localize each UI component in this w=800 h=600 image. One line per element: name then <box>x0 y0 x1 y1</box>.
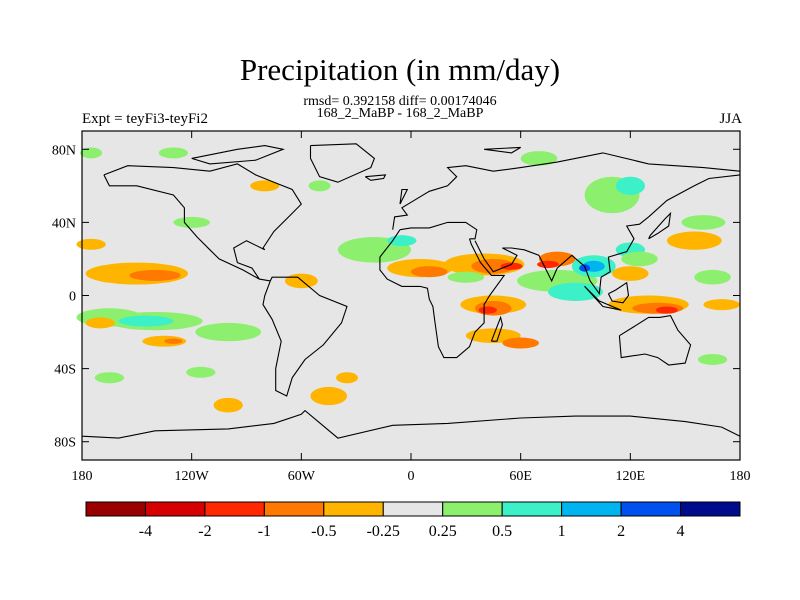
y-tick-label: 80S <box>54 436 76 451</box>
anomaly-region <box>213 397 243 413</box>
y-axis-labels: 80N 40N 0 40S 80S <box>52 143 76 450</box>
axis-ticks <box>81 131 741 460</box>
coastline-segment <box>191 145 286 165</box>
y-tick-label: 80N <box>52 143 76 158</box>
anomaly-region <box>129 269 181 281</box>
anomaly-region <box>502 337 539 349</box>
coastlines <box>81 143 741 439</box>
coastline-segment <box>607 281 630 304</box>
anomaly-region <box>173 216 210 228</box>
x-tick-label: 60W <box>288 469 316 484</box>
stats-line: rmsd= 0.392158 diff= 0.00174046 <box>303 94 497 109</box>
anomaly-region <box>411 266 448 278</box>
coastline-segment <box>584 286 622 311</box>
colorbar-swatch <box>561 501 622 517</box>
experiment-label: Expt = teyFi3-teyFi2 <box>82 111 208 127</box>
colorbar-swatch <box>85 501 146 517</box>
anomaly-region <box>387 235 417 247</box>
coastline-segment <box>399 221 478 240</box>
colorbar-label: -0.25 <box>367 523 400 540</box>
anomaly-region <box>310 386 348 406</box>
anomaly-region <box>579 264 591 272</box>
anomaly-region <box>195 322 262 342</box>
x-tick-label: 120W <box>175 469 210 484</box>
colorbar-label: -4 <box>139 523 152 540</box>
anomaly-region <box>250 180 280 192</box>
x-tick-label: 180 <box>730 469 751 484</box>
anomaly-region <box>85 317 115 329</box>
anomaly-region <box>158 147 189 159</box>
anomaly-region <box>621 251 658 267</box>
x-tick-label: 120E <box>616 469 646 484</box>
coastline-segment <box>648 211 672 240</box>
anomaly-region <box>681 215 726 230</box>
coastline-segment <box>474 174 741 296</box>
anomaly-contours <box>76 147 740 413</box>
anomaly-region <box>94 372 125 384</box>
anomaly-region <box>164 338 183 344</box>
coastline-segment <box>379 229 506 359</box>
colorbar-labels: -4 -2 -1 -0.5 -0.25 0.25 0.5 1 2 4 <box>139 523 685 540</box>
x-axis-labels: 180 120W 60W 0 60E 120E 180 <box>72 469 751 484</box>
anomaly-region <box>80 147 103 159</box>
anomaly-region <box>548 282 603 301</box>
coastline-segment <box>392 152 741 230</box>
colorbar-label: -2 <box>198 523 211 540</box>
y-tick-label: 40S <box>54 363 76 378</box>
anomaly-region <box>118 315 174 327</box>
colorbar-label: 4 <box>677 523 685 540</box>
anomaly-region <box>697 353 728 365</box>
colorbar-swatch <box>263 501 325 517</box>
coastline-segment <box>399 188 409 205</box>
colorbar-label: -0.5 <box>311 523 336 540</box>
colorbar-swatch <box>144 501 206 517</box>
coastline-segment <box>81 409 741 439</box>
colorbar-label: 0.5 <box>492 523 512 540</box>
colorbar-label: 0.25 <box>429 523 457 540</box>
colorbar-swatch <box>204 501 265 517</box>
colorbar-label: -1 <box>258 523 271 540</box>
anomaly-region <box>666 231 722 250</box>
colorbar-swatch <box>323 501 384 517</box>
x-tick-label: 0 <box>408 469 415 484</box>
subtitle: 168_2_MaBP - 168_2_MaBP <box>316 106 484 121</box>
anomaly-region <box>615 176 645 195</box>
anomaly-region <box>308 180 331 192</box>
colorbar-label: 2 <box>617 523 625 540</box>
x-tick-label: 180 <box>72 469 93 484</box>
coastline-segment <box>484 146 521 154</box>
colorbar-swatch <box>382 501 444 517</box>
y-tick-label: 40N <box>52 216 76 231</box>
colorbar-swatch <box>501 501 563 517</box>
coastline-segment <box>103 163 348 397</box>
colorbar-swatch <box>442 501 503 517</box>
anomaly-region <box>612 266 649 281</box>
colorbar <box>85 501 741 517</box>
anomaly-region <box>520 151 558 166</box>
coastline-segment <box>490 315 503 342</box>
anomaly-region <box>76 238 106 250</box>
anomaly-region <box>471 258 516 274</box>
colorbar-swatch <box>680 501 741 517</box>
anomaly-region <box>537 260 560 269</box>
anomaly-region <box>336 372 358 384</box>
anomaly-region <box>703 299 740 311</box>
y-tick-label: 0 <box>69 290 76 305</box>
colorbar-label: 1 <box>558 523 566 540</box>
anomaly-region <box>447 271 485 283</box>
anomaly-region <box>500 262 523 270</box>
plot-title: Precipitation (in mm/day) <box>239 52 561 87</box>
coastline-segment <box>618 314 692 366</box>
x-tick-label: 60E <box>509 469 532 484</box>
anomaly-region <box>186 366 216 378</box>
coastline-segment <box>309 143 376 183</box>
colorbar-swatch <box>620 501 682 517</box>
anomaly-region <box>694 269 731 285</box>
season-label: JJA <box>719 111 742 127</box>
anomaly-region <box>478 306 497 314</box>
coastline-segment <box>364 174 387 181</box>
anomaly-region <box>655 306 678 314</box>
